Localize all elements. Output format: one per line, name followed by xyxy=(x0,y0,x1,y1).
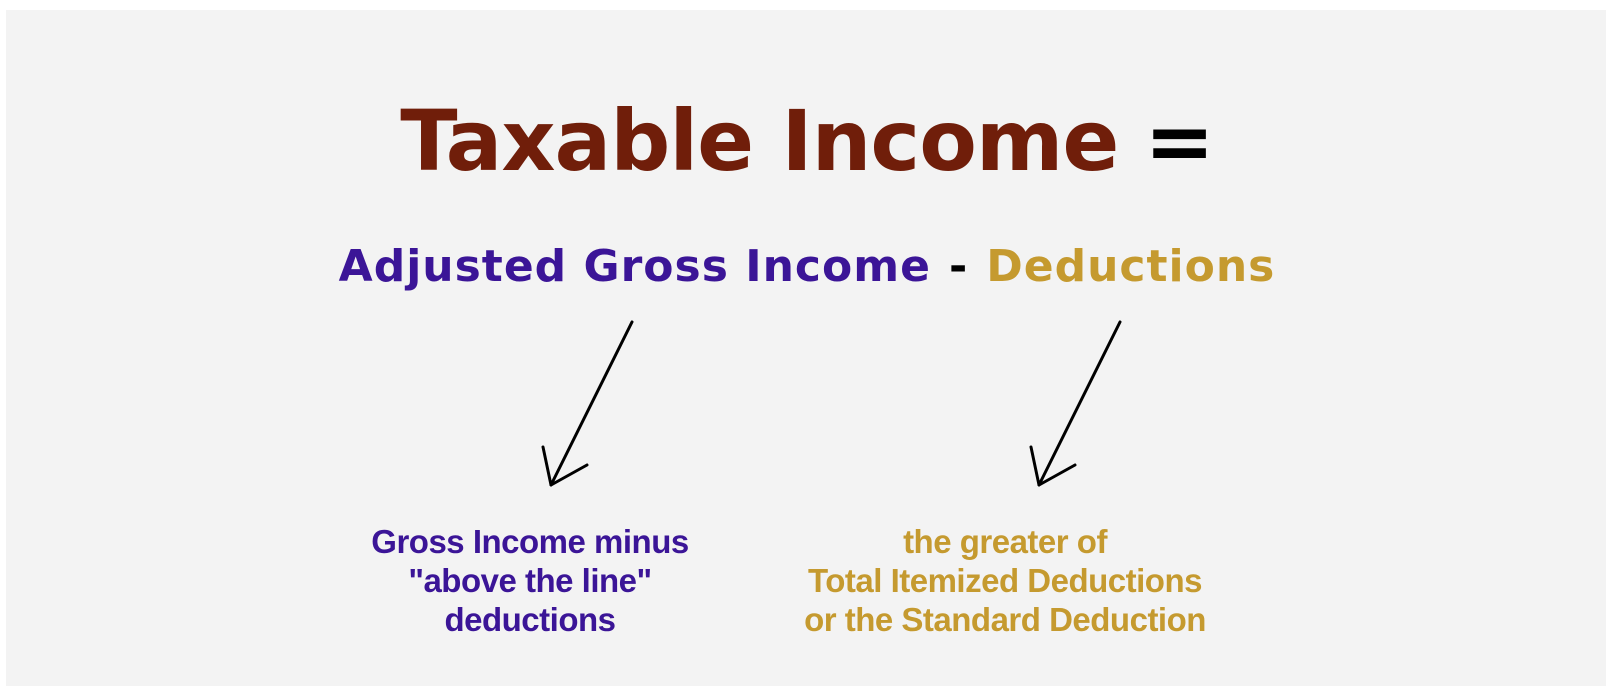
agi-definition-line: Gross Income minus xyxy=(371,523,689,560)
agi-definition-line: "above the line" xyxy=(408,562,652,599)
deductions-term: Deductions xyxy=(986,241,1276,292)
equation-title: Taxable Income = xyxy=(0,86,1614,196)
agi-definition-line: deductions xyxy=(444,601,616,638)
deductions-definition-line: or the Standard Deduction xyxy=(804,601,1206,638)
deductions-definition-line: the greater of xyxy=(903,523,1107,560)
formula: Adjusted Gross Income - Deductions xyxy=(0,238,1614,296)
deductions-definition-line: Total Itemized Deductions xyxy=(808,562,1202,599)
minus-operator: - xyxy=(948,241,969,292)
diagram-panel xyxy=(6,10,1606,686)
equals-sign: = xyxy=(1144,92,1214,190)
taxable-income-label: Taxable Income xyxy=(400,92,1119,190)
deductions-definition: the greater of Total Itemized Deductions… xyxy=(725,522,1285,639)
agi-term: Adjusted Gross Income xyxy=(338,241,931,292)
agi-definition: Gross Income minus "above the line" dedu… xyxy=(290,522,770,639)
